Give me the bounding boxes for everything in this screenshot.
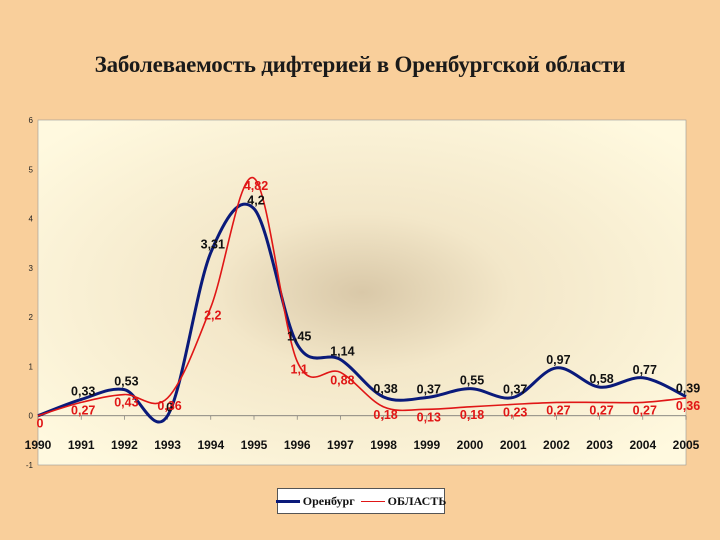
- x-tick-label: 1993: [154, 438, 181, 452]
- x-tick-label: 1990: [25, 438, 52, 452]
- data-label-oblast: 0,36: [676, 399, 700, 413]
- x-tick-label: 2003: [586, 438, 613, 452]
- y-tick-label: -1: [26, 461, 34, 470]
- y-tick-label: 5: [29, 165, 34, 174]
- legend-swatch-oblast: [360, 500, 385, 502]
- data-label-oblast: 0,27: [589, 403, 613, 417]
- x-tick-label: 2002: [543, 438, 570, 452]
- x-tick-label: 1995: [241, 438, 268, 452]
- data-label-oblast: 2,2: [204, 308, 221, 322]
- legend-label-orenburg: Оренбург: [302, 493, 355, 508]
- data-label-oblast: 0: [37, 417, 44, 431]
- legend-label-oblast: ОБЛАСТЬ: [387, 493, 447, 508]
- data-label-oblast: 0,23: [503, 405, 527, 419]
- data-label-oblast: 0,36: [157, 399, 181, 413]
- y-tick-label: 2: [29, 313, 34, 322]
- x-tick-label: 2005: [673, 438, 700, 452]
- data-label-oblast: 4,82: [244, 179, 268, 193]
- data-label-oblast: 0,27: [71, 403, 95, 417]
- data-label-orenburg: 0,58: [589, 372, 613, 386]
- x-tick-label: 2001: [500, 438, 527, 452]
- legend-item-oblast: ОБЛАСТЬ: [360, 493, 447, 509]
- x-tick-label: 1997: [327, 438, 354, 452]
- x-tick-label: 2004: [629, 438, 656, 452]
- data-label-oblast: 1,1: [291, 363, 308, 377]
- legend-item-orenburg: Оренбург: [275, 493, 355, 509]
- x-tick-label: 1999: [413, 438, 440, 452]
- y-tick-label: 1: [29, 362, 34, 371]
- data-label-orenburg: 0,97: [546, 353, 570, 367]
- data-label-oblast: 0,18: [460, 408, 484, 422]
- data-label-orenburg: 0,37: [417, 382, 441, 396]
- y-tick-label: 3: [29, 264, 34, 273]
- y-tick-label: 0: [29, 412, 34, 421]
- data-label-oblast: 0,27: [546, 403, 570, 417]
- series-line-orenburg: [37, 202, 687, 424]
- data-label-orenburg: 0: [166, 401, 173, 415]
- x-tick-label: 1994: [197, 438, 224, 452]
- plot-area: [37, 119, 687, 466]
- data-label-orenburg: 0,37: [503, 382, 527, 396]
- y-tick-label: 6: [29, 116, 34, 125]
- x-tick-label: 1992: [111, 438, 138, 452]
- x-tick-label: 1996: [284, 438, 311, 452]
- data-label-orenburg: 1,14: [330, 345, 354, 359]
- data-label-orenburg: 0,38: [373, 382, 397, 396]
- series-line-oblast: [37, 177, 687, 417]
- data-label-orenburg: 1,45: [287, 329, 311, 343]
- data-label-orenburg: 3,31: [201, 238, 225, 252]
- data-label-orenburg: 0,33: [71, 384, 95, 398]
- x-tick-label: 2000: [457, 438, 484, 452]
- data-label-oblast: 0,88: [330, 373, 354, 387]
- chart-title: Заболеваемость дифтерией в Оренбургской …: [94, 52, 626, 77]
- data-label-orenburg: 0,55: [460, 374, 484, 388]
- data-label-orenburg: 0,77: [633, 363, 657, 377]
- data-label-orenburg: 0,53: [114, 375, 138, 389]
- data-label-oblast: 0,13: [417, 410, 441, 424]
- x-tick-label: 1991: [68, 438, 95, 452]
- legend-swatch-orenburg: [275, 499, 300, 503]
- data-label-orenburg: 4,2: [247, 194, 264, 208]
- data-label-oblast: 0,27: [633, 403, 657, 417]
- y-tick-label: 4: [29, 215, 34, 224]
- x-tick-label: 1998: [370, 438, 397, 452]
- data-label-oblast: 0,18: [373, 408, 397, 422]
- data-label-orenburg: 0,39: [676, 381, 700, 395]
- legend: Оренбург ОБЛАСТЬ: [275, 488, 447, 514]
- data-label-oblast: 0,43: [114, 396, 138, 410]
